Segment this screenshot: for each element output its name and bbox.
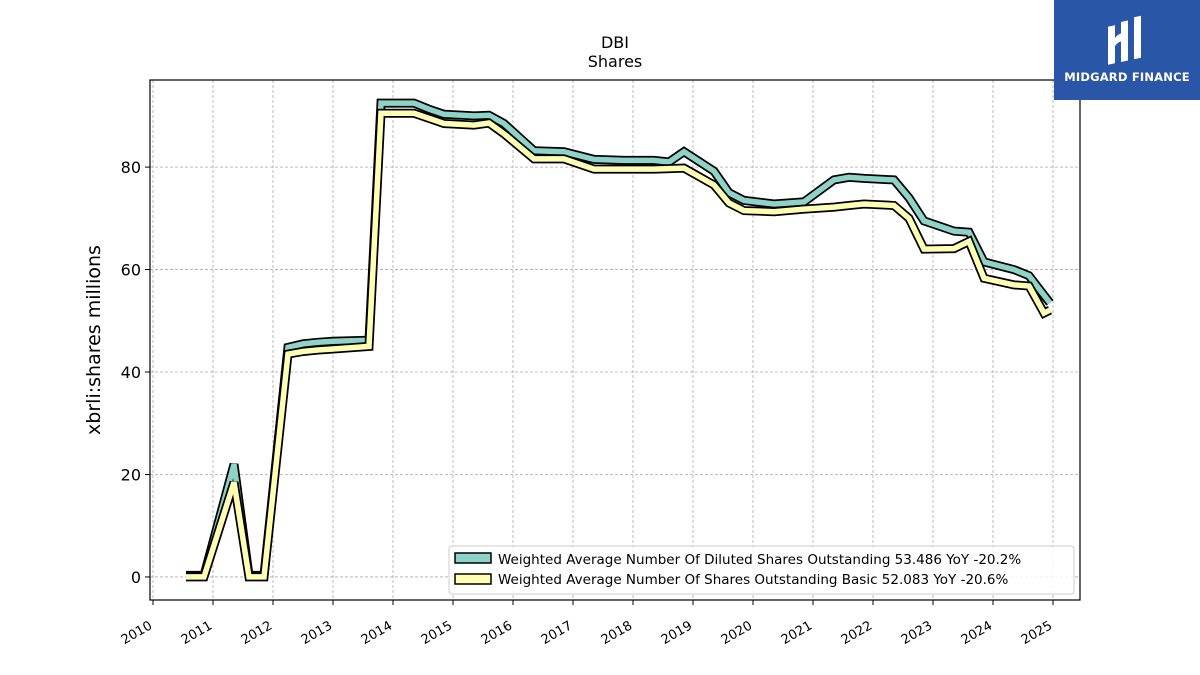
series-line: [186, 100, 1053, 579]
x-tick-label: 2021: [779, 618, 815, 648]
x-tick-label: 2012: [239, 618, 275, 648]
legend-swatch-diluted: [454, 552, 492, 564]
x-axis: 2010 2011 2012 2013 2014 2015 2016 2017 2018 2019…: [119, 600, 1055, 648]
series-line: [186, 110, 1052, 580]
series-outline: [186, 98, 1054, 580]
midgard-logo-icon: [1108, 15, 1141, 65]
logo-text: MIDGARD FINANCE: [1064, 70, 1190, 84]
x-tick-label: 2019: [659, 618, 695, 648]
x-tick-label: 2017: [539, 618, 575, 648]
y-tick-label: 40: [121, 363, 141, 382]
x-tick-label: 2014: [359, 618, 395, 648]
legend-label-basic: Weighted Average Number Of Shares Outsta…: [498, 572, 1009, 588]
x-tick-label: 2016: [479, 618, 515, 648]
midgard-finance-logo: MIDGARD FINANCE: [1054, 0, 1200, 100]
legend-swatch-basic: [454, 573, 492, 585]
y-tick-label: 60: [121, 261, 141, 280]
x-tick-label: 2023: [899, 618, 935, 648]
legend: Weighted Average Number Of Diluted Share…: [448, 545, 1075, 595]
y-tick-label: 0: [131, 568, 141, 587]
series-lines: [186, 98, 1054, 582]
x-tick-label: 2022: [839, 618, 875, 648]
x-tick-label: 2011: [179, 618, 215, 648]
chart-subtitle: Shares: [588, 52, 643, 71]
legend-box: [448, 545, 1075, 595]
x-tick-label: 2024: [959, 618, 995, 648]
y-tick-label: 80: [121, 158, 141, 177]
legend-label-diluted: Weighted Average Number Of Diluted Share…: [498, 552, 1021, 568]
y-axis-label: xbrli:shares millions: [83, 245, 105, 435]
plot-frame: [149, 79, 1081, 601]
x-tick-label: 2018: [599, 618, 635, 648]
x-tick-label: 2010: [119, 618, 155, 648]
x-tick-label: 2013: [299, 618, 335, 648]
x-tick-label: 2025: [1019, 618, 1055, 648]
x-tick-label: 2015: [419, 618, 455, 648]
x-tick-label: 2020: [719, 618, 755, 648]
y-tick-label: 20: [121, 465, 141, 484]
y-axis: 0 20 40 60 80: [121, 158, 150, 587]
chart-title: DBI: [601, 33, 629, 52]
